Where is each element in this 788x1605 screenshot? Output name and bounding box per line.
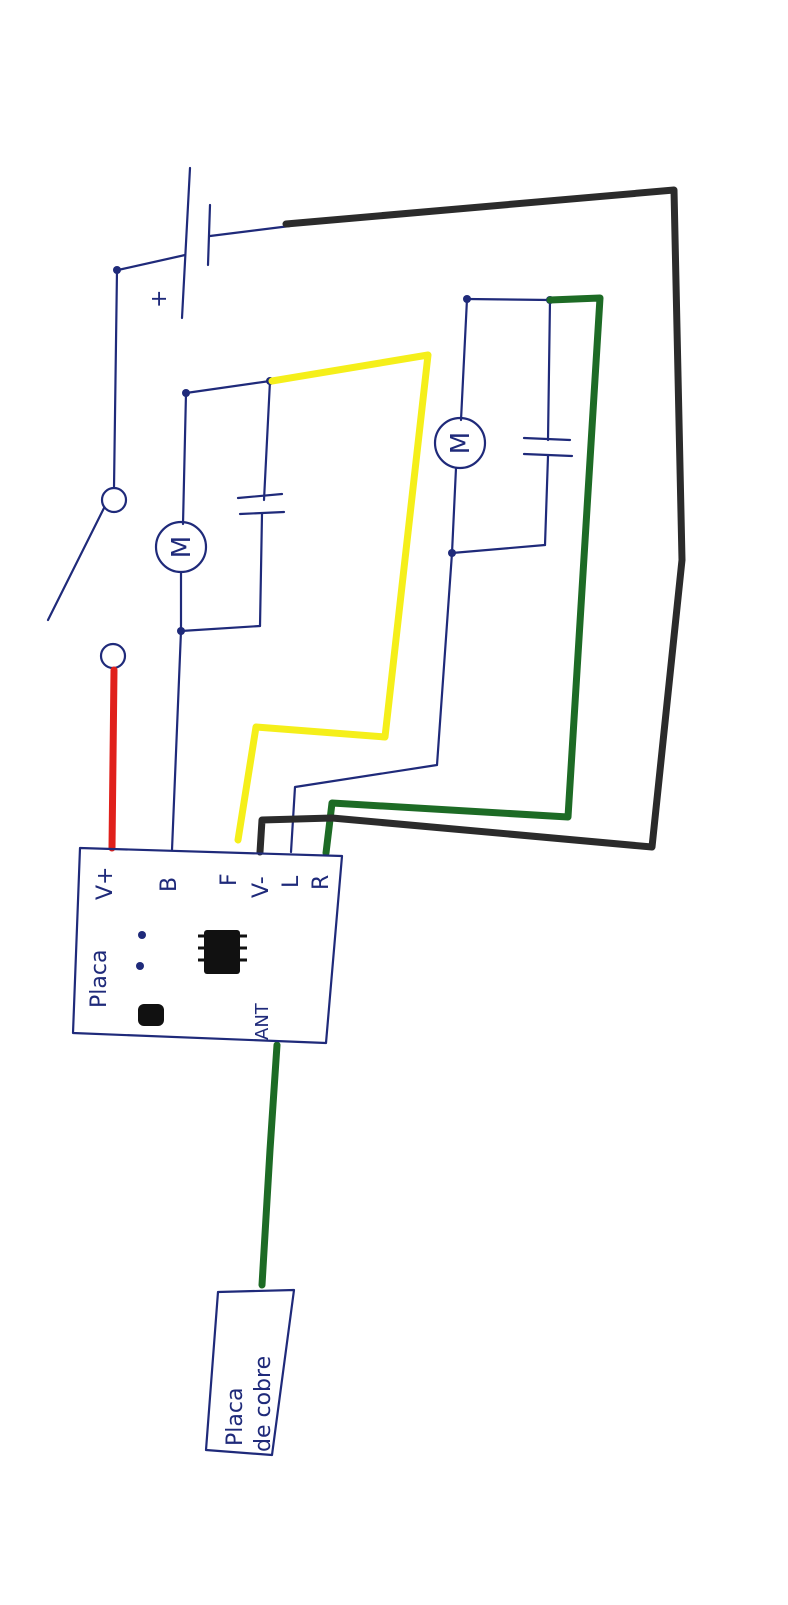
motor-left-to-b-wire [170, 629, 183, 852]
board-led-2 [136, 962, 144, 970]
switch [46, 266, 128, 670]
motor-right-top-wire [465, 297, 552, 302]
battery: + [116, 166, 292, 320]
black-wire-battery-to-vminus [256, 186, 686, 856]
motor-right-wire-lower [450, 466, 458, 555]
copper-plate: Placa de cobre [204, 1288, 296, 1457]
motor-right-wire-upper [459, 297, 469, 422]
yellow-wire-motor-to-f [234, 351, 432, 844]
cap-left-wire-top [262, 379, 272, 502]
motor-right-bottom-wire [450, 543, 547, 555]
cap-right-wire-top [546, 298, 552, 442]
red-wire-switch-to-vplus [108, 666, 118, 852]
board-component [138, 1004, 164, 1026]
board-led-1 [138, 931, 146, 939]
pin-f-label: F [217, 873, 242, 886]
green-wire-antenna [258, 1041, 281, 1289]
motor-right-assembly: M [289, 295, 574, 854]
pin-l-label: L [279, 875, 304, 888]
motor-left-wire-upper [181, 391, 188, 526]
capacitor-right-plate-1 [522, 436, 572, 442]
pin-vplus-label: V+ [93, 867, 118, 900]
motor-right-circle [433, 416, 487, 470]
capacitor-left-plate-1 [236, 492, 284, 500]
board-outline [71, 846, 344, 1045]
battery-positive-lead [116, 253, 187, 272]
pin-r-label: R [309, 875, 334, 890]
battery-short-plate [206, 203, 212, 267]
motor-left-symbol: M [167, 536, 197, 558]
copper-plate-label-1: Placa [223, 1388, 248, 1446]
motor-left-bottom-wire [179, 624, 262, 633]
pin-ant-label: ANT [252, 1002, 273, 1040]
chip-icon [198, 930, 247, 974]
pin-b-label: B [157, 877, 182, 892]
motor-left-top-wire [184, 379, 272, 395]
cap-right-wire-bottom [543, 454, 550, 547]
motor-right-symbol: M [446, 432, 476, 454]
switch-lever [46, 506, 106, 622]
battery-negative-lead [208, 224, 292, 238]
motor-left-assembly: M [154, 377, 286, 852]
battery-plus-label: + [147, 290, 172, 308]
copper-plate-label-2: de cobre [251, 1356, 276, 1452]
control-board: Placa V+ B F V- L R ANT [71, 846, 344, 1045]
switch-contact-bottom [99, 642, 127, 670]
board-name: Placa [87, 950, 112, 1008]
battery-long-plate [180, 166, 192, 320]
switch-wire-top [112, 268, 119, 490]
switch-contact-top [100, 486, 128, 514]
pin-vminus-label: V- [249, 876, 274, 898]
cap-left-wire-bottom [258, 512, 264, 628]
copper-plate-outline [204, 1288, 296, 1457]
